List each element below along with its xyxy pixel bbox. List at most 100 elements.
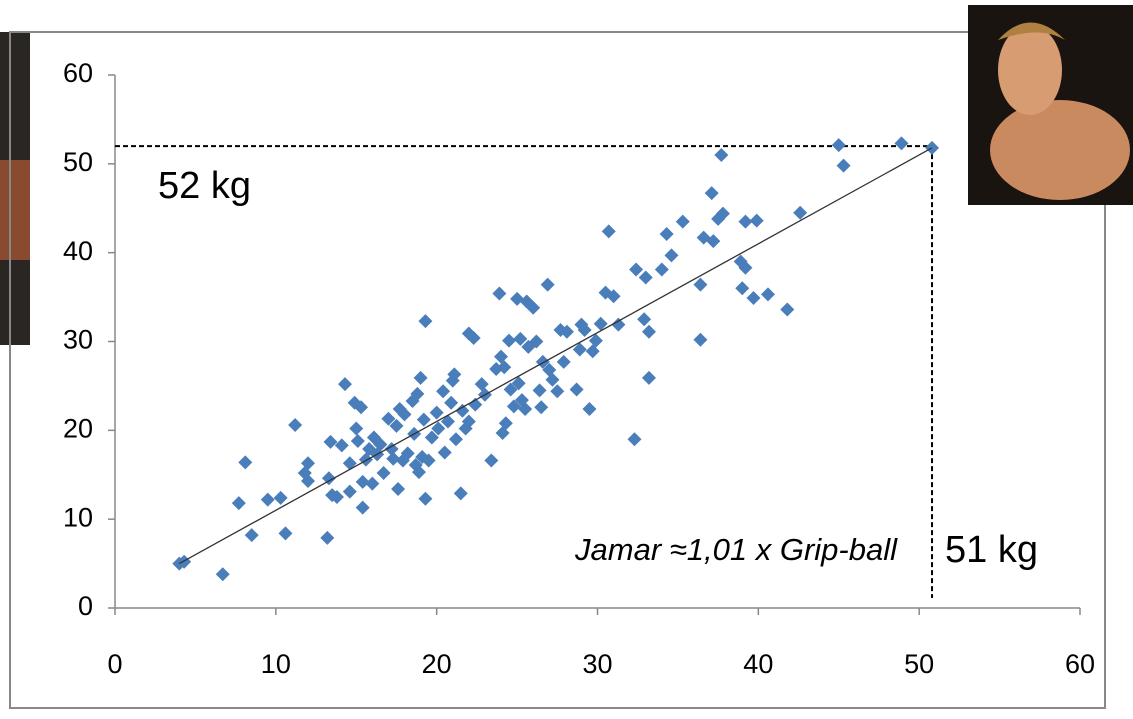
point	[453, 486, 468, 501]
point	[436, 384, 451, 399]
point	[714, 147, 729, 162]
point	[675, 214, 690, 229]
point	[350, 433, 365, 448]
point	[503, 382, 518, 397]
y-tick-label: 20	[63, 413, 93, 443]
point	[664, 248, 679, 263]
point	[354, 400, 369, 415]
y-tick-label: 0	[78, 591, 93, 621]
y-tick-label: 30	[63, 325, 93, 355]
point	[301, 456, 315, 471]
point	[301, 473, 315, 488]
point	[540, 277, 555, 292]
point	[572, 342, 587, 357]
point	[448, 432, 463, 447]
point	[513, 331, 528, 346]
point	[793, 205, 808, 220]
annotation: 52 kg	[158, 165, 251, 207]
point	[746, 290, 761, 305]
point	[411, 465, 426, 480]
point	[416, 412, 431, 427]
point	[498, 416, 513, 431]
point	[511, 376, 526, 391]
point	[638, 270, 653, 285]
point	[629, 262, 644, 277]
point	[585, 344, 600, 359]
point	[693, 332, 708, 347]
point	[534, 400, 549, 415]
point	[588, 333, 603, 348]
point	[444, 395, 459, 410]
point	[437, 445, 452, 460]
point	[455, 403, 470, 418]
point	[738, 214, 753, 229]
point	[641, 370, 656, 385]
point	[502, 333, 517, 348]
point	[429, 405, 444, 420]
point	[321, 471, 336, 486]
point	[355, 474, 370, 489]
point	[389, 418, 404, 433]
point	[760, 287, 775, 302]
point	[582, 402, 597, 417]
point	[593, 316, 608, 331]
point	[831, 138, 846, 153]
point	[518, 402, 533, 417]
point	[400, 446, 415, 461]
point	[320, 530, 335, 545]
photo-left-detail	[0, 160, 30, 260]
point	[278, 526, 293, 541]
point	[238, 455, 253, 470]
point	[637, 312, 652, 327]
point	[606, 289, 621, 304]
x-tick-label: 30	[582, 649, 612, 679]
point	[421, 453, 436, 468]
trendline	[179, 147, 933, 565]
point	[349, 421, 364, 436]
point	[550, 384, 565, 399]
point	[447, 367, 462, 382]
point	[461, 414, 476, 429]
point	[323, 434, 338, 449]
point	[529, 334, 544, 349]
point	[611, 317, 626, 332]
point	[260, 492, 275, 507]
point	[288, 418, 303, 433]
point	[410, 386, 425, 401]
point	[474, 377, 489, 392]
point	[386, 451, 401, 466]
point	[244, 528, 259, 543]
point	[273, 490, 288, 505]
point	[384, 441, 399, 456]
x-tick-label: 40	[743, 649, 773, 679]
point	[506, 399, 521, 414]
point	[466, 330, 481, 345]
point	[431, 421, 446, 436]
point	[569, 382, 584, 397]
point	[440, 414, 455, 429]
point	[894, 136, 909, 151]
photo-face	[998, 25, 1062, 115]
point	[577, 322, 592, 337]
frame	[9, 31, 1106, 709]
y-tick-label: 40	[63, 236, 93, 266]
point	[601, 224, 616, 239]
point	[413, 370, 428, 385]
point	[836, 158, 851, 173]
point	[715, 206, 730, 221]
point	[376, 465, 391, 480]
point	[627, 432, 642, 447]
point	[780, 302, 795, 317]
point	[391, 481, 406, 496]
point	[659, 227, 674, 242]
point	[337, 377, 352, 392]
point	[494, 349, 508, 364]
photo-hair	[998, 22, 1065, 40]
x-tick-label: 60	[1065, 649, 1095, 679]
point	[342, 456, 357, 471]
point	[497, 360, 512, 375]
point	[215, 567, 230, 582]
point	[355, 500, 370, 515]
point	[693, 277, 708, 292]
